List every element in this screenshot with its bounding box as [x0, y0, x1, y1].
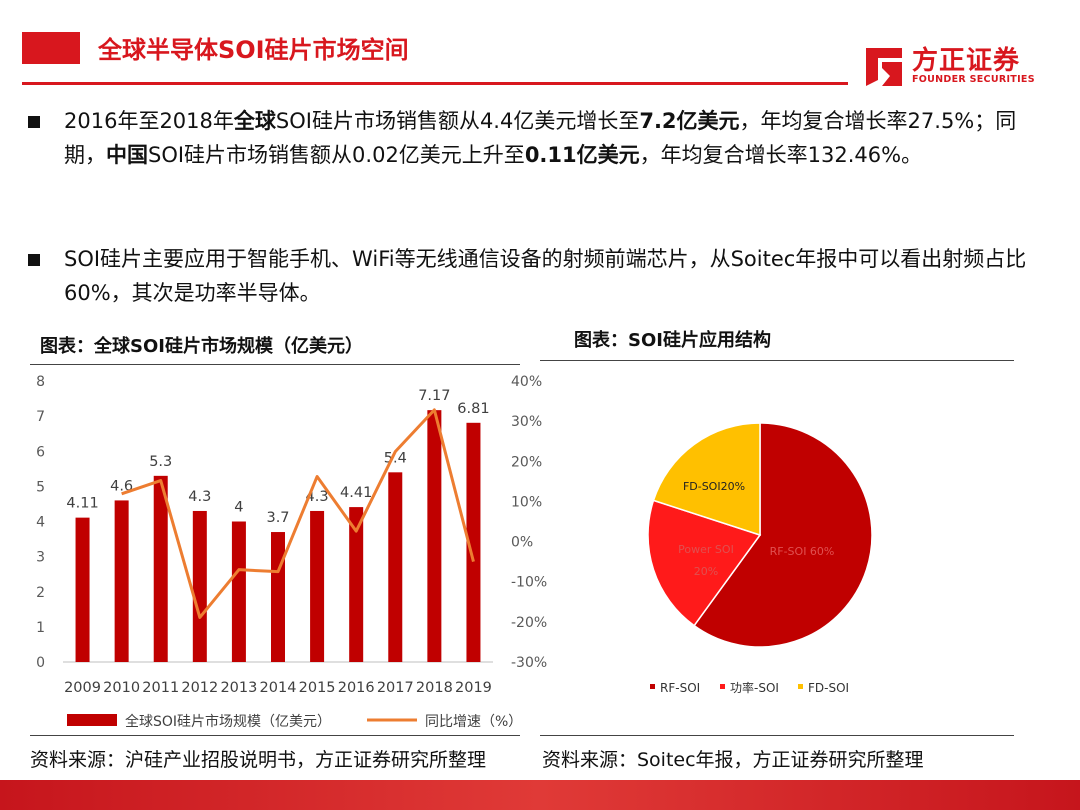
bar	[466, 422, 481, 662]
bullet-segment: 2016年至2018年	[64, 109, 234, 133]
y2-tick-label: 20%	[511, 454, 542, 470]
legend-label: FD-SOI	[808, 681, 849, 695]
bar-value-label: 4.41	[340, 485, 372, 501]
bullet-market-growth: 2016年至2018年全球SOI硅片市场销售额从4.4亿美元增长至7.2亿美元，…	[28, 104, 1048, 172]
x-tick-label: 2009	[64, 680, 101, 696]
bullet-emphasis: 0.11亿美元	[524, 143, 640, 167]
y-tick-label: 7	[36, 409, 45, 425]
y-tick-label: 8	[36, 374, 45, 390]
bar-value-label: 4	[234, 500, 243, 516]
bullet-emphasis: 全球	[233, 109, 276, 133]
bar-value-label: 5.3	[149, 454, 172, 470]
figure-title-application: 图表：SOI硅片应用结构	[574, 330, 771, 351]
page-title: 全球半导体SOI硅片市场空间	[98, 36, 409, 64]
bar	[114, 500, 129, 662]
y-tick-label: 6	[36, 444, 45, 460]
x-tick-label: 2013	[220, 680, 257, 696]
y-tick-label: 4	[36, 515, 45, 531]
y-tick-label: 2	[36, 585, 45, 601]
y2-tick-label: 40%	[511, 374, 542, 390]
logo-name-en: FOUNDER SECURITIES	[912, 74, 1035, 85]
x-tick-label: 2019	[455, 680, 492, 696]
bar	[231, 521, 246, 662]
bar	[192, 510, 207, 662]
bar	[349, 507, 364, 662]
figure-rule-left	[30, 364, 520, 365]
y2-tick-label: -20%	[511, 615, 547, 631]
source-right: 资料来源：Soitec年报，方正证券研究所整理	[542, 749, 924, 771]
bar	[310, 510, 325, 662]
bar-value-label: 4.3	[188, 489, 211, 505]
logo-name-cn: 方正证券	[912, 46, 1021, 76]
x-tick-label: 2018	[416, 680, 453, 696]
bar	[388, 472, 403, 662]
pie-slice	[647, 499, 762, 627]
x-tick-label: 2014	[260, 680, 297, 696]
bar-value-label: 3.7	[266, 510, 289, 526]
bullet-segment: SOI硅片主要应用于智能手机、WiFi等无线通信设备的射频前端芯片，从Soite…	[64, 247, 1027, 305]
title-underline	[22, 82, 848, 85]
legend-line-label: 同比增速（%）	[425, 714, 522, 730]
legend-bar-swatch	[67, 714, 117, 726]
y2-tick-label: 10%	[511, 494, 542, 510]
y2-tick-label: -10%	[511, 575, 547, 591]
bar	[271, 532, 285, 662]
bullet-segment: SOI硅片市场销售额从4.4亿美元增长至	[275, 109, 640, 133]
legend-label: 功率-SOI	[730, 680, 779, 695]
y-tick-label: 0	[36, 655, 45, 671]
footer-band	[0, 780, 1080, 810]
title-accent-bar	[22, 32, 80, 64]
y-tick-label: 3	[36, 550, 45, 566]
pie-slice-label: RF-SOI 60%	[770, 545, 835, 558]
bullet-segment: ，年均复合增长率27.5%；同期，	[64, 109, 1017, 167]
bullet-emphasis: 中国	[106, 143, 148, 167]
pie-slice	[693, 422, 873, 648]
pie-slice-label: FD-SOI20%	[683, 480, 745, 493]
x-tick-label: 2010	[103, 680, 140, 696]
bullet-text: SOI硅片主要应用于智能手机、WiFi等无线通信设备的射频前端芯片，从Soite…	[64, 242, 1048, 310]
source-left: 资料来源：沪硅产业招股说明书，方正证券研究所整理	[30, 749, 487, 771]
figure-rule-left-bottom	[30, 735, 520, 736]
legend-swatch	[720, 684, 725, 689]
bar	[75, 517, 90, 662]
x-tick-label: 2017	[377, 680, 414, 696]
bar	[153, 475, 168, 662]
x-tick-label: 2011	[142, 680, 179, 696]
bullet-segment: SOI硅片市场销售额从0.02亿美元上升至	[148, 143, 525, 167]
bar-value-label: 7.17	[418, 388, 450, 404]
company-logo: 方正证券 FOUNDER SECURITIES	[862, 38, 1062, 98]
bar	[427, 410, 442, 662]
legend-label: RF-SOI	[660, 681, 700, 695]
bullet-segment: ，年均复合增长率132.46%。	[639, 143, 923, 167]
figure-rule-right-bottom	[540, 735, 1014, 736]
bullet-text: 2016年至2018年全球SOI硅片市场销售额从4.4亿美元增长至7.2亿美元，…	[64, 104, 1048, 172]
y2-tick-label: -30%	[511, 655, 547, 671]
pie-slice-label: 20%	[694, 565, 718, 578]
x-tick-label: 2016	[338, 680, 375, 696]
y-tick-label: 1	[36, 620, 45, 636]
y-tick-label: 5	[36, 479, 45, 495]
bullet-emphasis: 7.2亿美元	[639, 109, 740, 133]
legend-bar-label: 全球SOI硅片市场规模（亿美元）	[125, 713, 331, 730]
figure-title-market-size: 图表：全球SOI硅片市场规模（亿美元）	[40, 336, 363, 357]
x-tick-label: 2015	[299, 680, 336, 696]
pie-slice	[652, 422, 761, 537]
legend-swatch	[798, 684, 803, 689]
application-structure-chart: RF-SOI 60% Power SOI 20% FD-SOI20% RF-SOI 功率…	[647, 422, 873, 695]
growth-rate-line	[121, 408, 475, 619]
bullet-square-icon	[28, 116, 40, 128]
pie-slice-label: Power SOI	[678, 543, 734, 556]
y2-tick-label: 30%	[511, 414, 542, 430]
bar-value-label: 4.11	[66, 496, 98, 512]
legend-swatch	[650, 684, 655, 689]
figure-rule-right	[540, 360, 1014, 361]
x-tick-label: 2012	[181, 680, 218, 696]
bullet-square-icon	[28, 254, 40, 266]
bar-value-label: 6.81	[457, 401, 489, 417]
bullet-applications: SOI硅片主要应用于智能手机、WiFi等无线通信设备的射频前端芯片，从Soite…	[28, 242, 1048, 310]
founder-logo-icon	[866, 48, 902, 86]
y2-tick-label: 0%	[511, 535, 533, 551]
